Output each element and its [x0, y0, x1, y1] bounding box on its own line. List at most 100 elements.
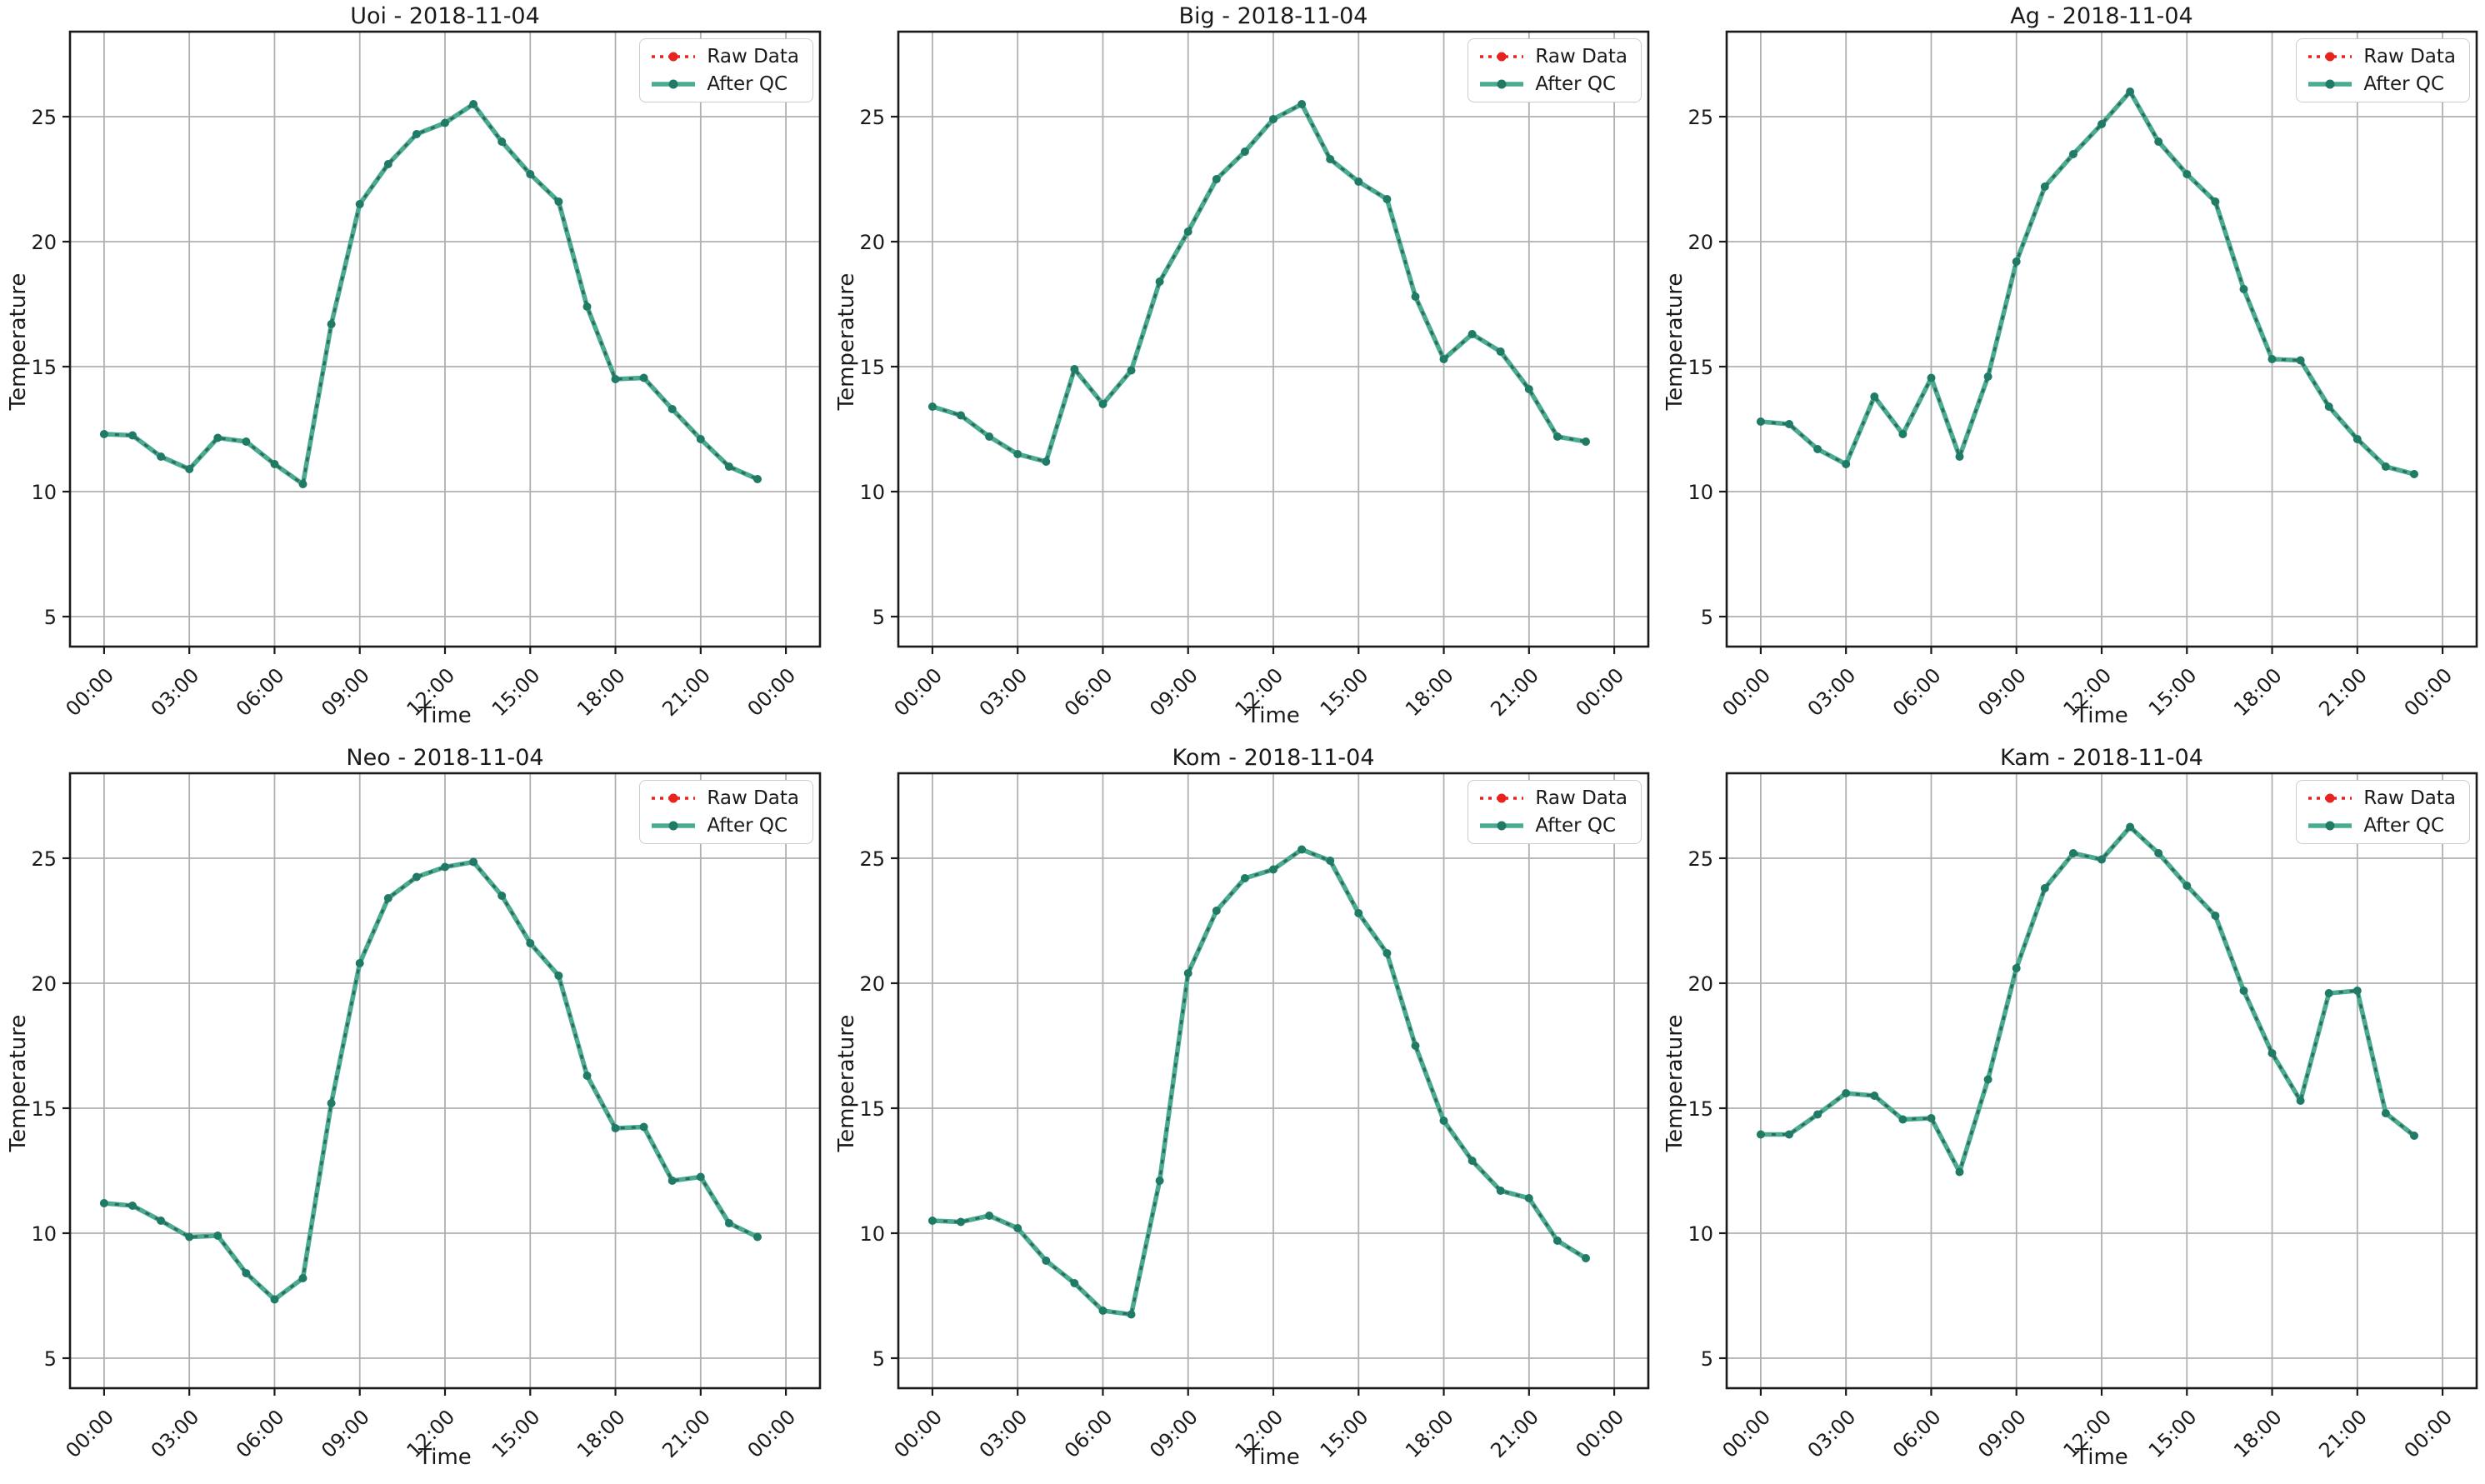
subplot-uoi: 00:00 03:00 06:00 09:00 12:00 15:00 18:00 21:00…	[0, 0, 828, 742]
x-axis-label: Time	[1247, 703, 1300, 728]
chart-title: Ag - 2018-11-04	[2010, 3, 2193, 29]
legend-box: Raw Data After QC	[1468, 38, 1642, 102]
svg-text:10: 10	[859, 1222, 885, 1246]
raw-data-line-swatch	[2308, 52, 2352, 62]
svg-text:5: 5	[1701, 606, 1713, 629]
svg-text:5: 5	[44, 606, 57, 629]
svg-text:25: 25	[859, 106, 885, 129]
legend-label-raw-data: Raw Data	[2363, 787, 2456, 809]
subplot-kom: 00:00 03:00 06:00 09:00 12:00 15:00 18:00 21:00…	[828, 742, 1657, 1483]
y-axis-label: Temperature	[834, 1014, 859, 1152]
after-qc-line-swatch	[1480, 79, 1524, 89]
svg-text:15: 15	[1688, 356, 1713, 379]
x-axis-label: Time	[418, 1445, 472, 1470]
legend-label-after-qc: After QC	[1535, 73, 1617, 95]
legend-box: Raw Data After QC	[1468, 780, 1642, 844]
legend-label-raw-data: Raw Data	[707, 787, 799, 809]
legend-entry-after-qc: After QC	[650, 815, 799, 837]
chart-title: Big - 2018-11-04	[1178, 3, 1368, 29]
legend-label-after-qc: After QC	[707, 815, 788, 837]
legend-label-after-qc: After QC	[1535, 815, 1617, 837]
after-qc-line-swatch	[2308, 79, 2352, 89]
svg-text:5: 5	[872, 1347, 885, 1371]
legend-entry-after-qc: After QC	[650, 73, 799, 95]
chart-title: Kam - 2018-11-04	[2000, 745, 2203, 771]
svg-text:20: 20	[859, 231, 885, 254]
legend-entry-after-qc: After QC	[2307, 73, 2456, 95]
legend-entry-raw-data: Raw Data	[2307, 787, 2456, 809]
legend-label-after-qc: After QC	[2363, 73, 2445, 95]
neo-plot-canvas: 00:00 03:00 06:00 09:00 12:00 15:00 18:00 21:00…	[31, 772, 822, 1462]
legend-box: Raw Data After QC	[639, 38, 813, 102]
svg-text:5: 5	[1701, 1347, 1713, 1371]
chart-title: Kom - 2018-11-04	[1172, 745, 1375, 771]
legend-entry-after-qc: After QC	[1478, 815, 1628, 837]
raw-data-line-swatch	[2308, 793, 2352, 803]
svg-text:25: 25	[859, 847, 885, 871]
svg-text:25: 25	[1688, 847, 1713, 871]
y-axis-label: Temperature	[6, 272, 31, 411]
x-axis-label: Time	[418, 703, 472, 728]
ag-plot-canvas: 00:00 03:00 06:00 09:00 12:00 15:00 18:00 21:00…	[1688, 30, 2478, 721]
svg-text:25: 25	[31, 847, 57, 871]
y-axis-label: Temperature	[6, 1014, 31, 1152]
svg-text:5: 5	[44, 1347, 57, 1371]
legend-entry-raw-data: Raw Data	[650, 46, 799, 67]
after-qc-line-swatch	[652, 821, 696, 831]
svg-text:10: 10	[31, 1222, 57, 1246]
subplot-neo: 00:00 03:00 06:00 09:00 12:00 15:00 18:00 21:00…	[0, 742, 828, 1483]
svg-text:15: 15	[1688, 1097, 1713, 1121]
svg-text:20: 20	[31, 231, 57, 254]
legend-entry-raw-data: Raw Data	[1478, 787, 1628, 809]
svg-text:10: 10	[31, 481, 57, 504]
legend-label-raw-data: Raw Data	[1535, 787, 1628, 809]
svg-text:10: 10	[1688, 481, 1713, 504]
svg-text:20: 20	[1688, 972, 1713, 996]
raw-data-line-swatch	[652, 793, 696, 803]
x-axis-label: Time	[2075, 703, 2128, 728]
legend-label-raw-data: Raw Data	[2363, 46, 2456, 67]
legend-label-raw-data: Raw Data	[707, 46, 799, 67]
legend-entry-after-qc: After QC	[2307, 815, 2456, 837]
svg-text:15: 15	[859, 1097, 885, 1121]
svg-text:20: 20	[1688, 231, 1713, 254]
raw-data-line-swatch	[652, 52, 696, 62]
after-qc-line-swatch	[652, 79, 696, 89]
legend-box: Raw Data After QC	[639, 780, 813, 844]
svg-text:10: 10	[859, 481, 885, 504]
y-axis-label: Temperature	[1662, 1014, 1688, 1152]
svg-text:10: 10	[1688, 1222, 1713, 1246]
chart-title: Neo - 2018-11-04	[346, 745, 544, 771]
svg-text:25: 25	[31, 106, 57, 129]
x-axis-label: Time	[2075, 1445, 2128, 1470]
subplot-ag: 00:00 03:00 06:00 09:00 12:00 15:00 18:00 21:00…	[1657, 0, 2485, 742]
big-plot-canvas: 00:00 03:00 06:00 09:00 12:00 15:00 18:00 21:00…	[859, 30, 1650, 721]
legend-box: Raw Data After QC	[2296, 780, 2470, 844]
legend-entry-after-qc: After QC	[1478, 73, 1628, 95]
svg-text:15: 15	[31, 1097, 57, 1121]
svg-text:15: 15	[859, 356, 885, 379]
legend-label-after-qc: After QC	[707, 73, 788, 95]
raw-data-line-swatch	[1480, 52, 1524, 62]
legend-entry-raw-data: Raw Data	[650, 787, 799, 809]
legend-entry-raw-data: Raw Data	[1478, 46, 1628, 67]
after-qc-line-swatch	[1480, 821, 1524, 831]
legend-entry-raw-data: Raw Data	[2307, 46, 2456, 67]
y-axis-label: Temperature	[834, 272, 859, 411]
after-qc-line-swatch	[2308, 821, 2352, 831]
svg-text:5: 5	[872, 606, 885, 629]
legend-label-after-qc: After QC	[2363, 815, 2445, 837]
uoi-plot-canvas: 00:00 03:00 06:00 09:00 12:00 15:00 18:00 21:00…	[31, 30, 822, 721]
kom-plot-canvas: 00:00 03:00 06:00 09:00 12:00 15:00 18:00 21:00…	[859, 772, 1650, 1462]
legend-box: Raw Data After QC	[2296, 38, 2470, 102]
chart-title: Uoi - 2018-11-04	[350, 3, 540, 29]
raw-data-line-swatch	[1480, 793, 1524, 803]
subplot-big: 00:00 03:00 06:00 09:00 12:00 15:00 18:00 21:00…	[828, 0, 1657, 742]
svg-text:25: 25	[1688, 106, 1713, 129]
svg-text:20: 20	[31, 972, 57, 996]
legend-label-raw-data: Raw Data	[1535, 46, 1628, 67]
svg-text:20: 20	[859, 972, 885, 996]
subplot-kam: 00:00 03:00 06:00 09:00 12:00 15:00 18:00 21:00…	[1657, 742, 2485, 1483]
y-axis-label: Temperature	[1662, 272, 1688, 411]
